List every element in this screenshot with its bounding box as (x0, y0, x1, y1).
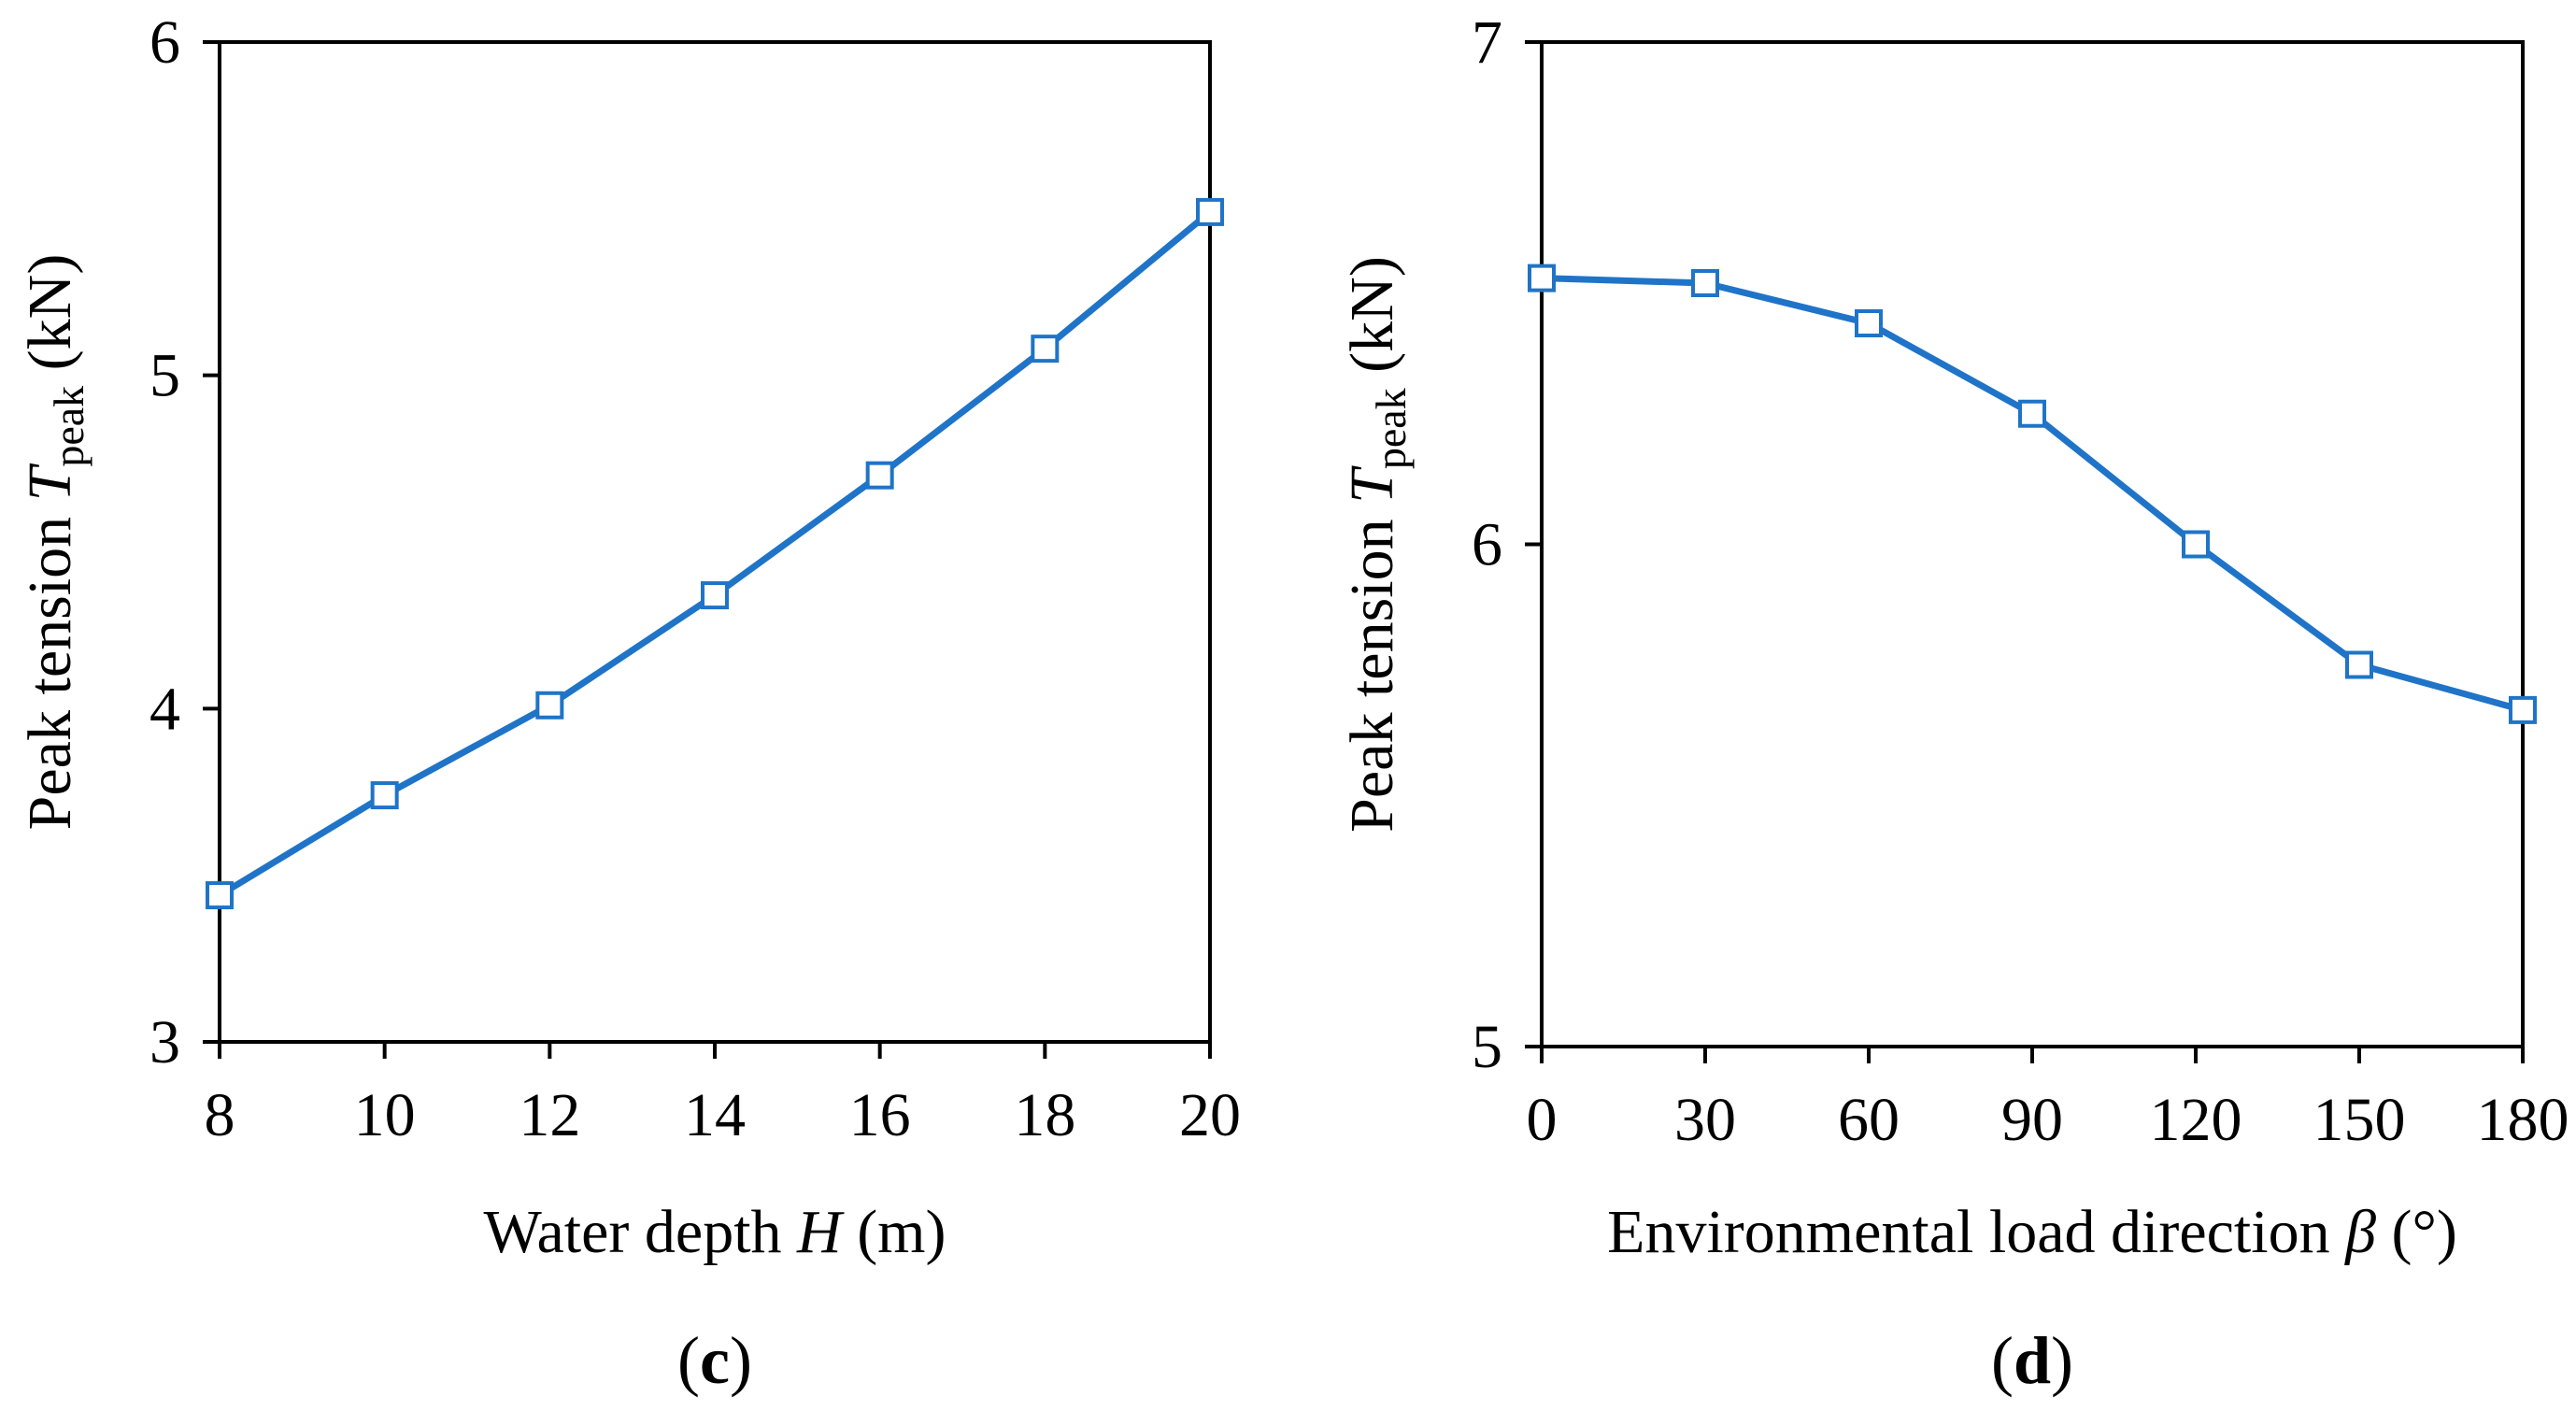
x-tick-label-c-16: 16 (849, 1081, 911, 1149)
y-axis-title-text-d: Peak tension (1338, 504, 1406, 833)
data-point-c-18 (1031, 335, 1060, 363)
data-point-d-90 (2018, 399, 2046, 428)
x-axis-title-unit-c: (m) (842, 1198, 946, 1266)
y-tick-label-c-6: 6 (149, 8, 180, 77)
x-tick-label-d-0: 0 (1527, 1086, 1558, 1154)
plot-frame-d (1540, 40, 2525, 1048)
x-tick-label-c-20: 20 (1179, 1081, 1241, 1149)
x-tick-label-d-150: 150 (2313, 1086, 2406, 1154)
data-point-d-180 (2509, 695, 2537, 724)
x-axis-title-var-d: β (2343, 1198, 2376, 1266)
data-point-d-150 (2345, 650, 2373, 679)
data-point-c-20 (1196, 197, 1224, 226)
y-tick-label-d-6: 6 (1472, 511, 1502, 579)
x-tick-label-c-8: 8 (205, 1081, 235, 1149)
panel-label-close-c: ) (730, 1323, 752, 1398)
plot-frame-c (218, 40, 1212, 1044)
y-axis-title-d: Peak tension Tpeak (kN) (1338, 256, 1415, 833)
panel-label-letter-d: d (2014, 1323, 2051, 1398)
x-tick-label-c-12: 12 (519, 1081, 580, 1149)
y-tick-label-c-4: 4 (149, 675, 180, 743)
data-point-d-60 (1855, 309, 1883, 337)
panel-label-open-d: ( (1991, 1323, 2014, 1398)
data-point-c-12 (535, 691, 564, 720)
x-axis-title-var-c: H (796, 1198, 845, 1266)
y-tick-label-c-5: 5 (149, 342, 180, 410)
y-axis-title-sub-c: peak (45, 386, 93, 467)
x-axis-title-text-d: Environmental load direction (1607, 1198, 2345, 1266)
y-tick-label-d-7: 7 (1472, 8, 1502, 77)
panel-d-chart: 5 6 7 0 30 60 90 120 150 180 Environmental load di… (1338, 8, 2569, 1398)
panel-label-open-c: ( (677, 1323, 700, 1398)
x-axis-title-text-c: Water depth (483, 1198, 797, 1266)
x-tick-label-d-30: 30 (1674, 1086, 1736, 1154)
panel-label-close-d: ) (2051, 1323, 2073, 1398)
y-tick-label-c-3: 3 (149, 1008, 180, 1076)
y-axis-title-text-c: Peak tension (16, 501, 84, 830)
x-tick-label-d-90: 90 (2001, 1086, 2063, 1154)
panel-c-chart: 3 4 5 6 8 10 12 14 16 18 20 Water depth H (m) Peak t… (16, 8, 1241, 1398)
panel-label-c: (c) (677, 1323, 752, 1398)
data-point-c-8 (206, 881, 234, 910)
data-point-c-16 (865, 461, 894, 490)
x-axis-title-unit-d: (°) (2376, 1198, 2457, 1266)
series-line-d-0 (1541, 275, 2524, 714)
y-tick-label-d-5: 5 (1472, 1013, 1502, 1081)
y-axis-title-var-c: T (16, 463, 84, 501)
panel-label-letter-c: c (700, 1323, 730, 1398)
x-tick-label-d-60: 60 (1838, 1086, 1900, 1154)
y-axis-title-var-d: T (1338, 465, 1406, 504)
x-tick-label-c-18: 18 (1014, 1081, 1075, 1149)
y-axis-title-c: Peak tension Tpeak (kN) (16, 254, 93, 831)
x-axis-title-c: Water depth H (m) (483, 1198, 946, 1266)
series-line-c-0 (218, 209, 1213, 899)
x-tick-label-d-120: 120 (2150, 1086, 2242, 1154)
y-axis-title-sub-d: peak (1367, 388, 1415, 469)
data-point-c-14 (701, 581, 729, 610)
y-axis-title-unit-d: (kN) (1338, 256, 1406, 388)
y-axis-title-unit-c: (kN) (16, 254, 84, 386)
data-point-d-30 (1691, 269, 1719, 297)
data-point-d-0 (1528, 264, 1556, 292)
data-point-d-120 (2182, 530, 2210, 559)
x-tick-label-c-10: 10 (354, 1081, 416, 1149)
x-tick-label-c-14: 14 (684, 1081, 746, 1149)
panel-label-d: (d) (1991, 1323, 2073, 1398)
x-axis-title-d: Environmental load direction β (°) (1607, 1198, 2457, 1266)
x-tick-label-d-180: 180 (2477, 1086, 2569, 1154)
data-point-c-10 (370, 781, 399, 810)
